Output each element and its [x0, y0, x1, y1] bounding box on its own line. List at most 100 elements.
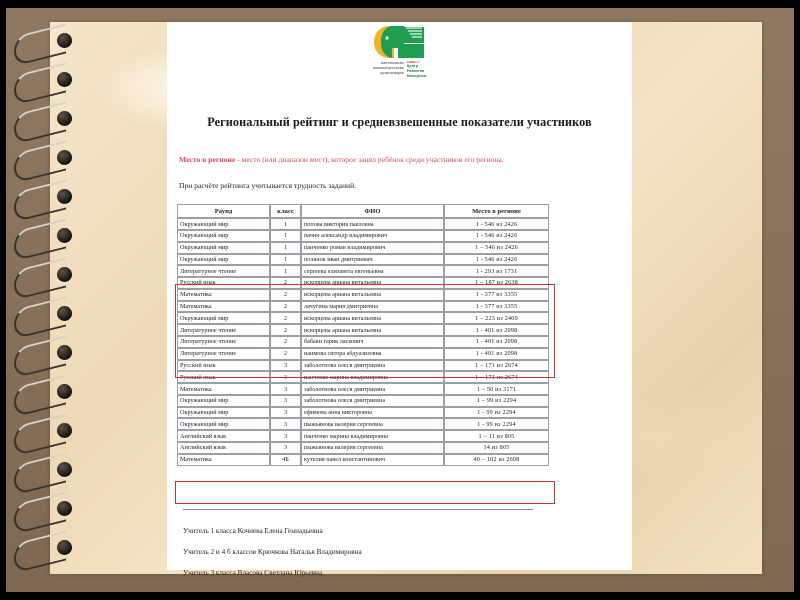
- cell-round: Русский язык: [177, 359, 270, 372]
- table-row: Математика 3 заболотнова олеся дмитриевна 1…: [177, 383, 549, 395]
- table-row: Русский язык 3 панченко марина владимировн…: [177, 371, 549, 384]
- cell-place: 1 – 99 из 2294: [444, 394, 549, 407]
- cell-round: Окружающий мир: [177, 406, 270, 419]
- cell-fio: заболотнова олеся дмитриевна: [301, 383, 444, 395]
- cell-fio: лачугина мария дмитриевна: [301, 300, 444, 313]
- cell-class: 3: [270, 430, 301, 443]
- logo-site-url: CDRM.ru: [406, 60, 420, 64]
- cell-fio: искорцева ариана витальевна: [301, 277, 444, 289]
- column-header-round: Раунд: [177, 204, 270, 219]
- logo-right-line-1: Центр: [406, 64, 419, 69]
- table-row: Литературное чтение 2 наимова ситора абдуа…: [177, 347, 549, 360]
- table-row: Окружающий мир 1 попова виктория павловна 1…: [177, 218, 549, 230]
- table-underline-rule: [183, 509, 533, 511]
- table-row: Английский язык 3 пыжьянова валерия сергее…: [177, 442, 549, 454]
- cell-class: 1: [270, 265, 301, 278]
- table-row: Окружающий мир 1 пачин александр владимиро…: [177, 229, 549, 242]
- cell-fio: наимова ситора абдуазизовна: [301, 347, 444, 360]
- cell-round: Литературное чтение: [177, 336, 270, 348]
- cell-class: 3: [270, 359, 301, 372]
- cell-place: 1 - 546 из 2426: [444, 253, 549, 266]
- cell-class: 3: [270, 418, 301, 431]
- table-row: Окружающий мир 3 ефимова анна викторовна 1 …: [177, 406, 549, 419]
- page-title: Региональный рейтинг и средневзвешенные …: [207, 115, 592, 129]
- cell-round: Английский язык: [177, 442, 270, 454]
- column-header-fio: ФИО: [301, 204, 444, 219]
- column-header-class: класс: [270, 204, 301, 219]
- cell-place: 1 - 99 из 2294: [444, 418, 549, 431]
- intro-note-red: Место в регионе - место (или диапазон ме…: [179, 155, 619, 166]
- cell-place: 1 – 50 из 3171: [444, 383, 549, 395]
- table-row: Окружающий мир 1 панченко роман владимиров…: [177, 241, 549, 254]
- cell-place: 1 - 401 из 2098: [444, 336, 549, 348]
- cell-fio: пыжьянова валерия сергеевна: [301, 442, 444, 454]
- table-row: Литературное чтение 2 искорцева ариана вит…: [177, 324, 549, 336]
- cell-fio: искорцева ариана витальевна: [301, 312, 444, 325]
- organization-logo: Автономная некоммерческая организация CD…: [167, 24, 632, 79]
- cell-fio: сергеева елизавета евгеньевна: [301, 265, 444, 278]
- cell-place: 1 – 171 из 2674: [444, 371, 549, 384]
- logo-left-line-3: организация: [380, 71, 404, 76]
- cell-place: 1 - 377 из 3355: [444, 300, 549, 313]
- cell-round: Окружающий мир: [177, 394, 270, 407]
- cell-class: 2: [270, 347, 301, 360]
- cell-place: 1 - 401 из 2098: [444, 347, 549, 360]
- cell-place: 1 - 293 из 1731: [444, 265, 549, 278]
- cell-fio: пыжьянова валерия сергеевна: [301, 418, 444, 431]
- cell-class: 1: [270, 218, 301, 230]
- cell-class: 1: [270, 253, 301, 266]
- table-row: Литературное чтение 1 сергеева елизавета е…: [177, 265, 549, 278]
- logo-caption-right: CDRM.ru Центр Развития Молодёжи: [406, 60, 427, 79]
- table-row: Окружающий мир 3 заболотнова олеся дмитрие…: [177, 394, 549, 407]
- cell-round: Окружающий мир: [177, 312, 270, 325]
- table-row: Литературное чтение 2 бабаян гарик ласкови…: [177, 336, 549, 348]
- cell-fio: искорцева ариана витальевна: [301, 288, 444, 301]
- cell-class: 1: [270, 229, 301, 242]
- column-header-place: Место в регионе: [444, 204, 549, 219]
- cell-round: Русский язык: [177, 277, 270, 289]
- cell-class: 2: [270, 336, 301, 348]
- cell-class: 3: [270, 394, 301, 407]
- table-row: Окружающий мир 3 пыжьянова валерия сергеев…: [177, 418, 549, 431]
- cell-round: Литературное чтение: [177, 265, 270, 278]
- logo-left-line-1: Автономная: [380, 61, 404, 65]
- intro-note-second: При расчёте рейтинга учитывается труднос…: [179, 181, 357, 190]
- highlight-box-grade4b: [175, 481, 555, 504]
- cell-place: 40 – 102 из 2608: [444, 453, 549, 466]
- cell-class: 3: [270, 371, 301, 384]
- teacher-line-3: Учитель 3 класса Власова Светлана Юрьевн…: [183, 569, 323, 577]
- table-header-row: Раунд класс ФИО Место в регионе: [177, 204, 549, 219]
- cell-class: 2: [270, 312, 301, 325]
- cell-place: 1 – 11 из 805: [444, 430, 549, 443]
- cell-fio: заболотнова олеся дмитриевна: [301, 359, 444, 372]
- cell-place: 1 – 187 из 2638: [444, 277, 549, 289]
- cell-round: Окружающий мир: [177, 241, 270, 254]
- logo-right-line-3: Молодёжи: [406, 74, 427, 79]
- teacher-line-2: Учитель 2 и 4 б классов Крючкова Наталья…: [183, 548, 362, 556]
- document-content: Автономная некоммерческая организация CD…: [167, 22, 632, 577]
- cell-place: 1 - 401 из 2098: [444, 324, 549, 336]
- table-row: Математика 2 лачугина мария дмитриевна 1 - …: [177, 300, 549, 313]
- cell-class: 2: [270, 324, 301, 336]
- table-row: Математика 2 искорцева ариана витальевна 1 …: [177, 288, 549, 301]
- cell-round: Литературное чтение: [177, 347, 270, 360]
- cell-round: Литературное чтение: [177, 324, 270, 336]
- cell-round: Окружающий мир: [177, 253, 270, 266]
- cell-class: 4Б: [270, 453, 301, 466]
- cell-fio: панченко роман владимирович: [301, 241, 444, 254]
- cell-fio: кутелия павел константинович: [301, 453, 444, 466]
- cell-round: Русский язык: [177, 371, 270, 384]
- cell-fio: заболотнова олеся дмитриевна: [301, 394, 444, 407]
- cell-class: 3: [270, 442, 301, 454]
- cell-place: 1 – 546 из 2426: [444, 241, 549, 254]
- document-sheet: Автономная некоммерческая организация CD…: [167, 22, 632, 577]
- cell-class: 3: [270, 406, 301, 419]
- table-body: Окружающий мир 1 попова виктория павловна 1…: [177, 218, 549, 466]
- cell-fio: пачин александр владимирович: [301, 229, 444, 242]
- table-row: Английский язык 3 панченко марина владимир…: [177, 430, 549, 443]
- cdrm-logo-icon: [372, 24, 428, 60]
- cell-round: Окружающий мир: [177, 418, 270, 431]
- cell-class: 2: [270, 288, 301, 301]
- cell-round: Математика: [177, 383, 270, 395]
